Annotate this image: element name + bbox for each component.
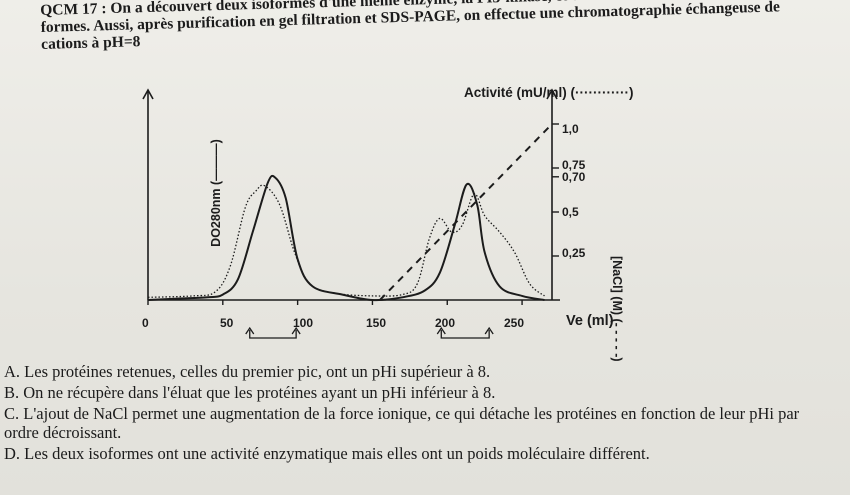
fraction-2-bracket [440,330,490,339]
nacl-axis-label: [NaCl] (M) (- - - - -) [610,256,624,362]
right-tick-070: 0,70 [562,170,586,184]
right-tick-1: 1,0 [562,122,579,136]
right-tick-075: 0,75 [562,158,586,172]
x-axis-label: Ve (ml) [566,313,614,329]
right-tick-025: 0,25 [562,246,586,260]
right-axis-arrow [546,88,558,100]
x-tick-150: 150 [366,316,387,330]
fraction-2-arrow-left [436,326,446,335]
question-header: QCM 17 : On a découvert deux isoformes d… [40,0,797,53]
answer-d: D. Les deux isoformes ont une activité e… [4,444,650,463]
activity-axis-label: Activité (mU/ml) (············) [464,85,634,100]
fraction-1-arrow-left [245,326,255,335]
left-axis-arrow [142,88,154,100]
series-activity-line [147,184,545,298]
answer-b: B. On ne récupère dans l'éluat que les p… [4,383,496,402]
right-tick-05: 0,5 [562,205,579,219]
series-nacl-line [379,123,553,301]
fraction-1-bracket [249,330,297,339]
fraction-2-arrow-right [484,326,494,335]
x-tick-250: 250 [504,316,525,330]
answer-a: A. Les protéines retenues, celles du pre… [4,362,491,381]
x-tick-200: 200 [435,316,456,330]
fraction-1-arrow-right [291,326,301,335]
x-tick-100: 100 [293,316,314,330]
x-tick-0: 0 [142,316,149,330]
answer-c: C. L'ajout de NaCl permet une augmentati… [4,404,800,442]
y-axis-label-left: DO280nm (———) [209,139,223,247]
series-absorbance-line [147,174,545,302]
chromatogram-figure: DO280nm (———) Activité (mU/ml) (········… [100,76,660,362]
answer-choices: A. Les protéines retenues, celles du pre… [4,362,824,465]
chromatogram-chart [142,88,560,339]
x-tick-50: 50 [220,316,234,330]
